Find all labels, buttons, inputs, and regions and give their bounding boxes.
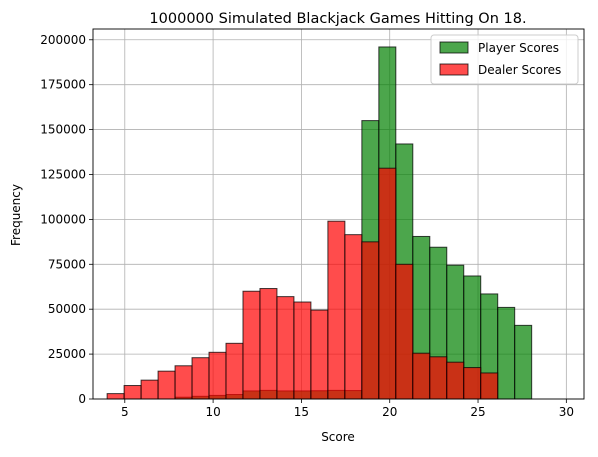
y-tick-label: 175000	[40, 78, 86, 92]
bar	[378, 167, 397, 400]
grid	[93, 29, 584, 400]
bar	[140, 379, 159, 400]
bar	[327, 220, 346, 400]
bar	[276, 296, 295, 400]
axis-ticks: 5 10 15 20 25 30 0 25000 50000 75000 100000 125000 1…	[40, 33, 574, 419]
legend-label: Dealer Scores	[478, 63, 561, 77]
y-tick-label: 200000	[40, 33, 86, 47]
bar	[259, 288, 278, 400]
x-tick-label: 25	[470, 405, 485, 419]
chart-title: 1000000 Simulated Blackjack Games Hittin…	[149, 11, 526, 27]
y-axis-label: Frequency	[9, 184, 23, 246]
y-tick-label: 25000	[48, 347, 86, 361]
bar	[344, 234, 363, 400]
bar	[191, 357, 210, 400]
bar	[429, 356, 448, 400]
bar	[106, 393, 125, 400]
bar	[157, 370, 176, 400]
bar	[310, 309, 329, 400]
bar	[514, 324, 533, 400]
bar	[361, 241, 380, 400]
bar	[242, 290, 261, 400]
legend-swatch	[439, 41, 469, 54]
bar	[395, 263, 414, 400]
legend: Player Scores Dealer Scores	[430, 34, 579, 85]
x-tick-label: 5	[121, 405, 129, 419]
x-tick-label: 10	[205, 405, 220, 419]
bars	[106, 46, 533, 400]
bar	[208, 351, 227, 400]
bar	[412, 352, 431, 400]
plot-frame	[92, 28, 585, 400]
bar	[480, 372, 499, 400]
y-tick-label: 75000	[48, 257, 86, 271]
x-tick-label: 15	[294, 405, 309, 419]
y-tick-label: 100000	[40, 212, 86, 226]
x-tick-label: 20	[382, 405, 397, 419]
bar	[497, 306, 516, 400]
y-tick-label: 150000	[40, 123, 86, 137]
bar	[174, 365, 193, 400]
bar	[293, 301, 312, 400]
bar	[463, 367, 482, 400]
y-tick-label: 50000	[48, 302, 86, 316]
y-tick-label: 0	[78, 392, 86, 406]
bar	[446, 361, 465, 400]
x-tick-label: 30	[559, 405, 574, 419]
bar	[225, 342, 244, 400]
legend-label: Player Scores	[478, 41, 559, 55]
y-tick-label: 125000	[40, 167, 86, 181]
legend-swatch	[439, 63, 469, 76]
series-dealer	[106, 167, 499, 400]
bar	[123, 385, 142, 400]
x-axis-label: Score	[321, 430, 355, 444]
